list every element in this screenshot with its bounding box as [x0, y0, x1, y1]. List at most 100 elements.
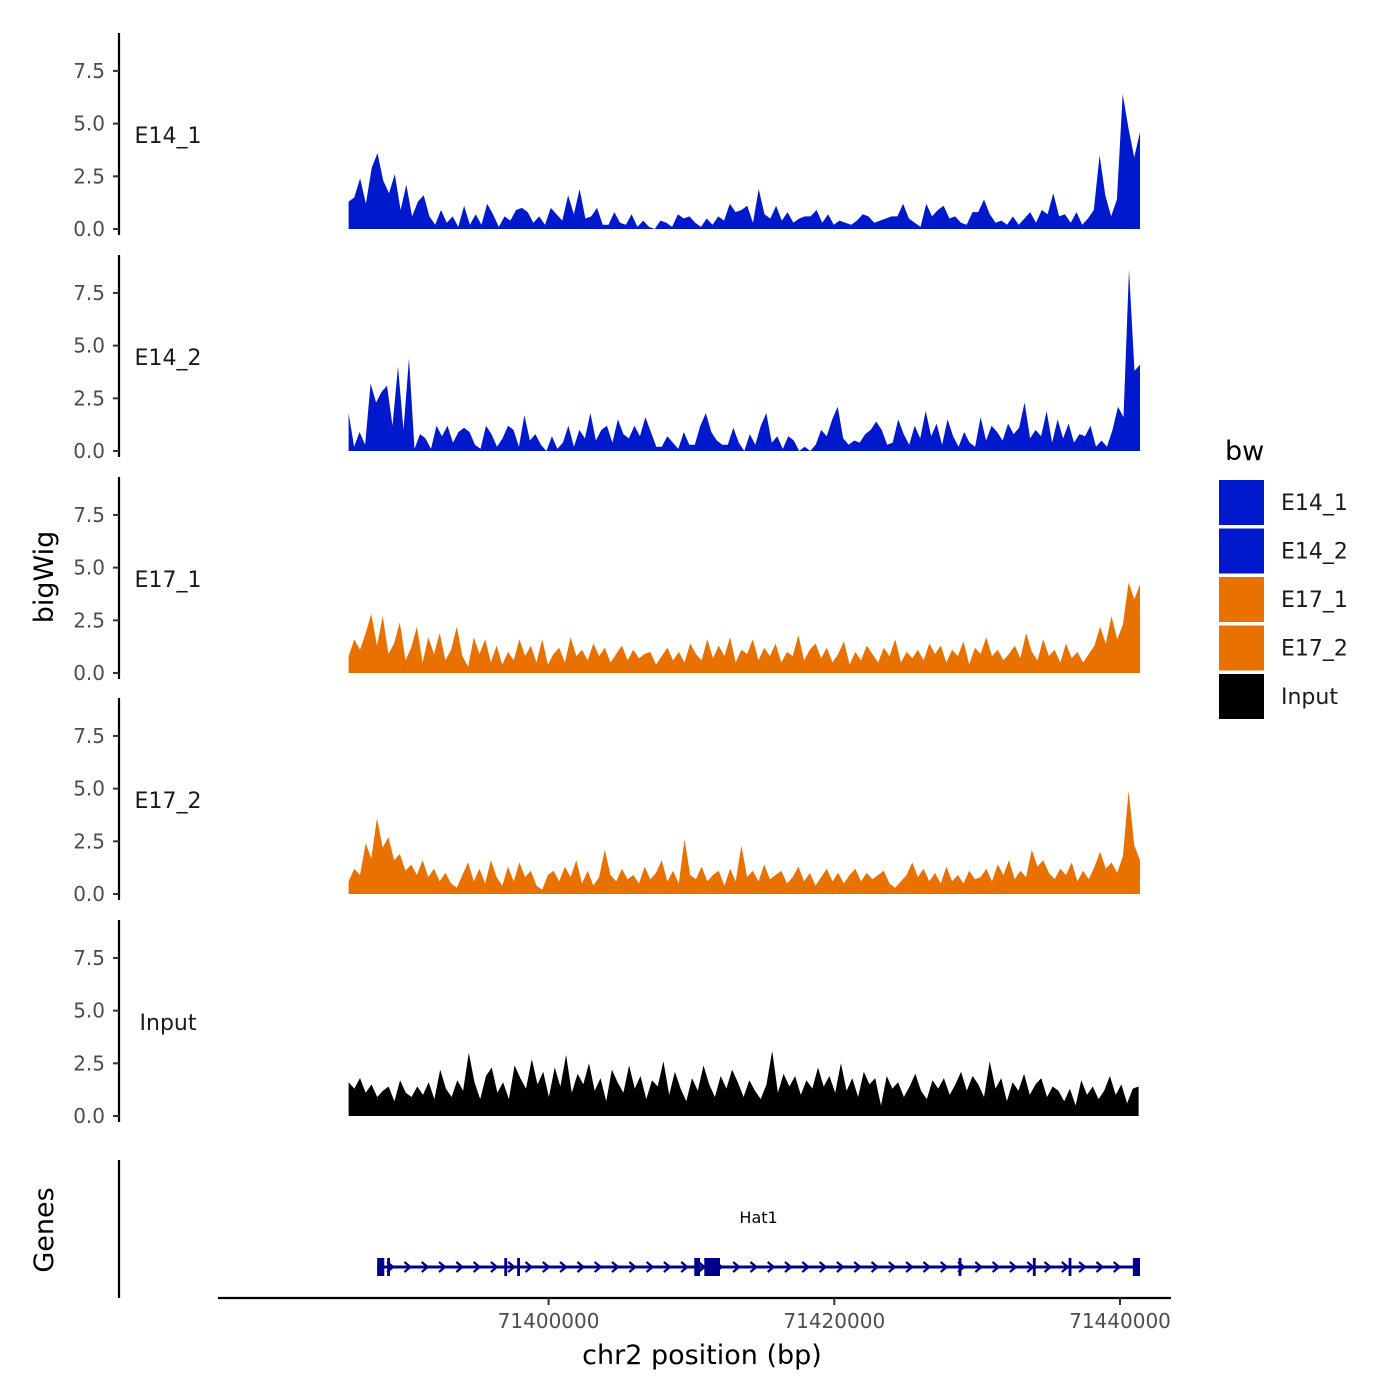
strand-arrow	[801, 1261, 811, 1273]
y-tick-label: 0.0	[73, 439, 105, 463]
strand-arrow	[542, 1261, 551, 1273]
y-tick-label: 0.0	[73, 1104, 105, 1128]
strand-arrow	[732, 1261, 741, 1273]
exon	[1032, 1258, 1036, 1276]
legend-label: Input	[1281, 685, 1338, 710]
exon	[1068, 1258, 1072, 1276]
legend-item-e14-1: E14_1	[1219, 480, 1348, 525]
signal-area	[348, 269, 1141, 451]
legend-item-input: Input	[1219, 674, 1338, 719]
y-tick-label: 7.5	[73, 281, 105, 305]
strand-arrow	[905, 1261, 914, 1273]
exon	[694, 1258, 700, 1276]
x-axis: 71400000 71420000 71440000	[218, 1296, 1171, 1333]
track-label: E17_1	[135, 568, 202, 593]
y-tick-label: 5.0	[73, 334, 105, 358]
legend-swatch	[1219, 528, 1264, 574]
strand-arrow	[645, 1261, 655, 1273]
track-label: E17_2	[135, 789, 202, 814]
strand-arrow	[1112, 1261, 1122, 1273]
x-tick-label: 71400000	[498, 1309, 600, 1333]
signal-area	[348, 1050, 1139, 1116]
strand-arrow	[888, 1261, 897, 1273]
strand-arrow	[784, 1261, 793, 1273]
strand-arrow	[438, 1261, 447, 1273]
strand-arrow	[455, 1261, 465, 1273]
strand-arrow	[403, 1261, 413, 1273]
genes-axis-title: Genes	[29, 1187, 60, 1272]
gene-track: Hat1	[117, 1160, 1140, 1298]
x-axis-title: chr2 position (bp)	[582, 1340, 822, 1371]
x-tick-label: 71440000	[1069, 1309, 1171, 1333]
legend-label: E17_2	[1281, 637, 1348, 662]
signal-area	[348, 582, 1141, 673]
y-tick-label: 2.5	[73, 386, 105, 410]
y-tick-label: 2.5	[73, 829, 105, 853]
legend-label: E14_2	[1281, 540, 1348, 565]
exon	[504, 1258, 508, 1276]
strand-arrow	[766, 1261, 776, 1273]
y-tick-label: 0.0	[73, 882, 105, 906]
strand-arrow	[663, 1261, 672, 1273]
legend-label: E17_1	[1281, 588, 1348, 613]
exon	[704, 1258, 720, 1276]
track-e17-2: 0.0 2.5 5.0 7.5 E17_2	[73, 698, 1141, 906]
strand-arrow	[922, 1261, 932, 1273]
gene-name-label: Hat1	[739, 1208, 777, 1227]
track-e17-1: 0.0 2.5 5.0 7.5 E17_1	[73, 477, 1141, 685]
exon	[958, 1258, 962, 1276]
y-tick-label: 0.0	[73, 217, 105, 241]
legend-title: bw	[1225, 436, 1264, 467]
y-tick-label: 5.0	[73, 112, 105, 136]
strand-arrow	[939, 1261, 949, 1273]
strand-arrow	[472, 1261, 482, 1273]
strand-arrow	[524, 1261, 534, 1273]
x-tick-label: 71420000	[783, 1309, 885, 1333]
track-e14-1: 0.0 2.5 5.0 7.5 E14_1	[73, 33, 1141, 241]
strand-arrow	[576, 1261, 586, 1273]
strand-arrow	[420, 1261, 430, 1273]
y-tick-label: 5.0	[73, 999, 105, 1023]
legend-item-e17-2: E17_2	[1219, 625, 1348, 671]
track-e14-2: 0.0 2.5 5.0 7.5 E14_2	[73, 255, 1141, 463]
legend: bw E14_1 E14_2 E17_1 E17_2 Input	[1219, 436, 1348, 719]
exon	[1132, 1258, 1140, 1276]
strand-arrow	[611, 1261, 620, 1273]
signal-area	[348, 94, 1141, 229]
y-tick-label: 2.5	[73, 164, 105, 188]
strand-arrow	[1078, 1261, 1087, 1273]
strand-arrow	[507, 1261, 516, 1273]
y-axis-title: bigWig	[29, 531, 60, 624]
track-label: Input	[140, 1011, 197, 1036]
strand-arrow	[1009, 1261, 1018, 1273]
strand-arrow	[628, 1261, 638, 1273]
bigwig-tracks: 0.0 2.5 5.0 7.5 E14_1 0.0 2.5 5.0 7.5 E14_2 0.0 2.5…	[73, 33, 1141, 1128]
exon	[387, 1258, 390, 1276]
track-label: E14_1	[135, 124, 202, 149]
strand-arrow	[1061, 1261, 1070, 1273]
strand-arrow	[974, 1261, 984, 1273]
strand-arrow	[490, 1261, 499, 1273]
strand-arrow	[593, 1261, 603, 1273]
legend-swatch	[1219, 480, 1264, 525]
legend-swatch	[1219, 577, 1264, 622]
y-tick-label: 2.5	[73, 608, 105, 632]
strand-arrow	[1095, 1261, 1105, 1273]
strand-arrow	[870, 1261, 880, 1273]
legend-swatch	[1219, 625, 1264, 671]
strand-arrow	[1043, 1261, 1053, 1273]
track-label: E14_2	[135, 346, 202, 371]
exon	[517, 1258, 520, 1276]
y-tick-label: 0.0	[73, 661, 105, 685]
strand-arrow	[559, 1261, 568, 1273]
y-tick-label: 2.5	[73, 1051, 105, 1075]
legend-label: E14_1	[1281, 491, 1348, 516]
exon	[377, 1258, 385, 1276]
legend-swatch	[1219, 674, 1264, 719]
strand-arrow	[853, 1261, 862, 1273]
legend-item-e14-2: E14_2	[1219, 528, 1348, 574]
y-tick-label: 7.5	[73, 503, 105, 527]
track-input: 0.0 2.5 5.0 7.5 Input	[73, 920, 1139, 1128]
strand-arrow	[991, 1261, 1001, 1273]
